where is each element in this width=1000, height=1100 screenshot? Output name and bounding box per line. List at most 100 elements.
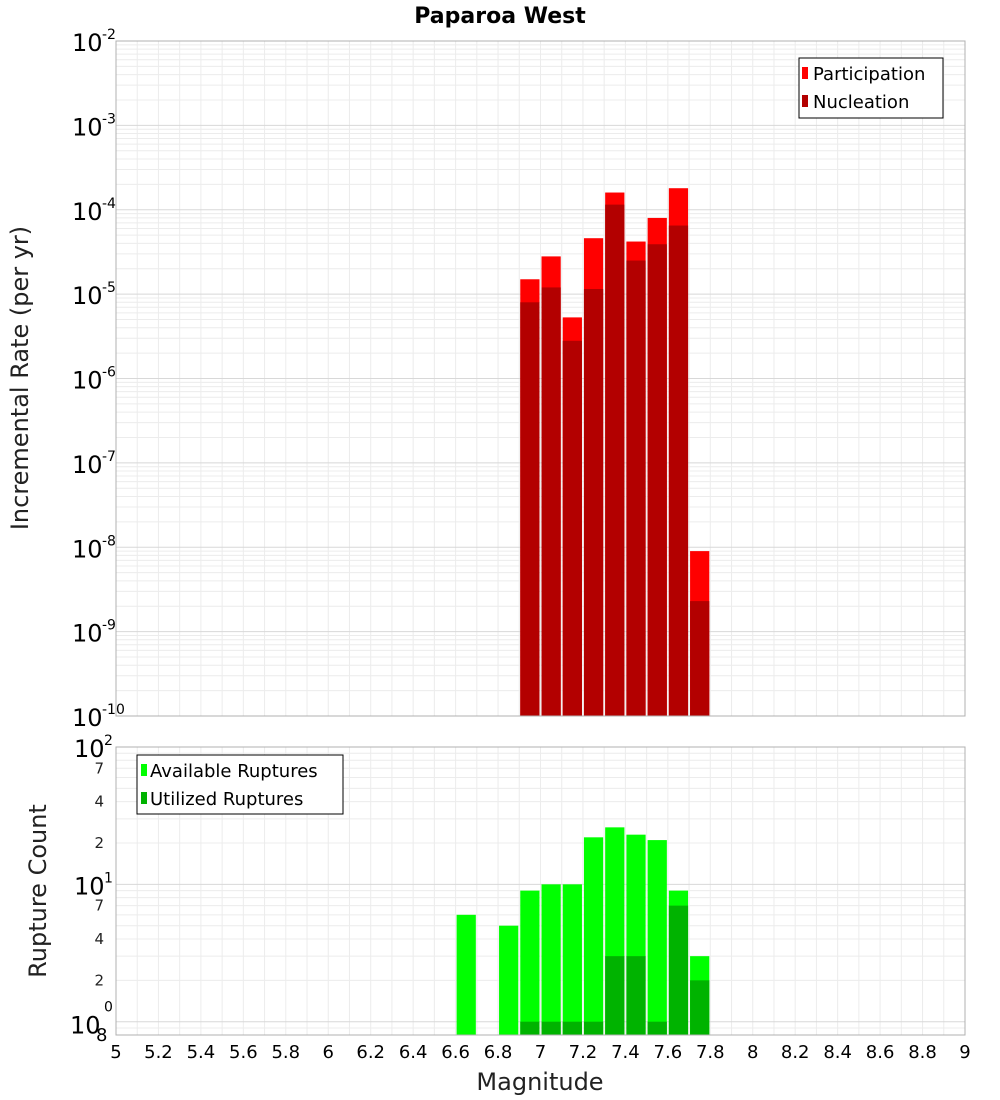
legend-label-nucleation: Nucleation: [813, 92, 909, 113]
bar-nucleation: [690, 601, 710, 716]
x-tick-labels: 5 5.2 5.4 5.6 5.8 6 6.2 6.4 6.6 6.8 7 7.2 7.4 7.6 7.8 8…: [110, 1042, 970, 1063]
chart-title: Paparoa West: [414, 4, 586, 29]
x-tick-label: 7.4: [611, 1042, 640, 1063]
top-plot-frame: [115, 40, 966, 717]
bottom-y-tick-exp: 1: [104, 870, 113, 886]
legend-label-participation: Participation: [813, 64, 925, 85]
top-y-tick-exp: -8: [102, 533, 116, 549]
bar-utilized-ruptures: [541, 1021, 561, 1035]
bottom-plot-frame: [115, 746, 966, 1036]
bar-nucleation: [583, 289, 604, 716]
bar-available-ruptures: [647, 840, 667, 1035]
bar-available-ruptures: [583, 837, 604, 1035]
top-y-tick-exp: -9: [102, 618, 116, 634]
top-y-tick-base: 10: [72, 29, 103, 57]
top-y-axis-label: Incremental Rate (per yr): [6, 226, 34, 530]
bottom-y-minor-tick: 7: [94, 759, 104, 777]
x-tick-label: 5.2: [144, 1042, 173, 1063]
top-y-tick-base: 10: [72, 282, 103, 310]
top-y-tick-base: 10: [72, 367, 103, 395]
bar-utilized-ruptures: [520, 1021, 540, 1035]
top-y-tick-exp: -3: [102, 111, 116, 127]
legend-label-available: Available Ruptures: [150, 761, 318, 782]
bar-available-ruptures: [456, 914, 476, 1035]
x-tick-label: 8.2: [781, 1042, 810, 1063]
bar-nucleation: [605, 204, 625, 717]
bottom-y-minor-tick: 7: [94, 897, 104, 915]
bar-nucleation: [562, 340, 582, 716]
bottom-y-minor-tick: 2: [94, 971, 104, 989]
top-legend: Participation Nucleation: [798, 57, 944, 119]
bar-available-ruptures: [541, 884, 561, 1035]
x-tick-label: 8.8: [908, 1042, 937, 1063]
x-tick-label: 5: [110, 1042, 121, 1063]
x-tick-label: 7: [535, 1042, 546, 1063]
top-y-tick-exp: -6: [102, 365, 116, 381]
bottom-y-minor-tick: 2: [94, 834, 104, 852]
x-tick-label: 8.4: [823, 1042, 852, 1063]
bar-available-ruptures: [562, 884, 582, 1035]
bottom-legend-box: [136, 754, 344, 815]
bar-available-ruptures: [499, 925, 519, 1035]
bar-nucleation: [626, 260, 646, 716]
x-tick-label: 7.2: [569, 1042, 598, 1063]
top-gridlines: [115, 41, 966, 717]
bar-utilized-ruptures: [583, 1021, 604, 1035]
bar-utilized-ruptures: [562, 1021, 582, 1035]
top-y-tick-base: 10: [72, 535, 103, 563]
x-tick-label: 6.6: [441, 1042, 470, 1063]
bottom-y-tick-base: 10: [70, 1012, 101, 1040]
bottom-y-tick-base: 10: [74, 735, 105, 763]
top-bars: [520, 188, 710, 717]
top-y-tick-base: 10: [72, 113, 103, 141]
x-tick-label: 6.2: [356, 1042, 385, 1063]
top-y-tick-base: 10: [72, 198, 103, 226]
bar-nucleation: [668, 225, 689, 716]
top-legend-box: [798, 57, 944, 119]
x-tick-label: 6.4: [399, 1042, 428, 1063]
bar-nucleation: [541, 287, 561, 716]
top-y-tick-exp: -5: [102, 280, 116, 296]
bar-nucleation: [520, 302, 540, 716]
bar-utilized-ruptures: [605, 956, 625, 1035]
x-tick-label: 6: [323, 1042, 334, 1063]
bottom-y-axis-label: Rupture Count: [24, 804, 52, 978]
x-axis-label: Magnitude: [476, 1068, 603, 1096]
bottom-gridlines: [115, 746, 966, 1036]
top-y-tick-base: 10: [72, 704, 103, 732]
bottom-y-tick-exp: 0: [104, 1000, 113, 1016]
legend-swatch-utilized: [141, 792, 147, 804]
bar-utilized-ruptures: [668, 905, 689, 1035]
x-tick-label: 5.8: [271, 1042, 300, 1063]
bar-nucleation: [647, 244, 667, 717]
bottom-y-minor-tick: 4: [94, 793, 104, 811]
legend-swatch-available: [141, 764, 147, 776]
bottom-y-minor-tick: 8: [96, 1025, 107, 1046]
x-tick-label: 5.4: [187, 1042, 216, 1063]
bar-utilized-ruptures: [690, 980, 710, 1035]
bar-utilized-ruptures: [647, 1021, 667, 1035]
bottom-y-tick-base: 10: [74, 872, 105, 900]
top-y-tick-exp: -2: [102, 27, 116, 43]
top-y-tick-base: 10: [72, 451, 103, 479]
legend-label-utilized: Utilized Ruptures: [150, 789, 303, 810]
x-tick-label: 8.6: [866, 1042, 895, 1063]
bar-utilized-ruptures: [626, 956, 646, 1035]
top-y-tick-exp: -4: [102, 196, 116, 212]
legend-swatch-participation: [802, 67, 808, 79]
top-y-tick-exp: -10: [102, 702, 125, 718]
bar-available-ruptures: [520, 890, 540, 1035]
bottom-legend: Available Ruptures Utilized Ruptures: [136, 754, 344, 815]
x-tick-label: 9: [959, 1042, 970, 1063]
top-panel: 10-210-310-410-510-610-710-810-910-10 In…: [6, 27, 966, 732]
x-tick-label: 8: [747, 1042, 758, 1063]
top-y-tick-labels: 10-210-310-410-510-610-710-810-910-10: [72, 27, 125, 732]
x-tick-label: 6.8: [484, 1042, 513, 1063]
legend-swatch-nucleation: [802, 95, 808, 107]
x-tick-label: 5.6: [229, 1042, 258, 1063]
bottom-y-tick-exp: 2: [104, 733, 113, 749]
top-y-tick-base: 10: [72, 620, 103, 648]
bottom-bars: [456, 827, 710, 1035]
